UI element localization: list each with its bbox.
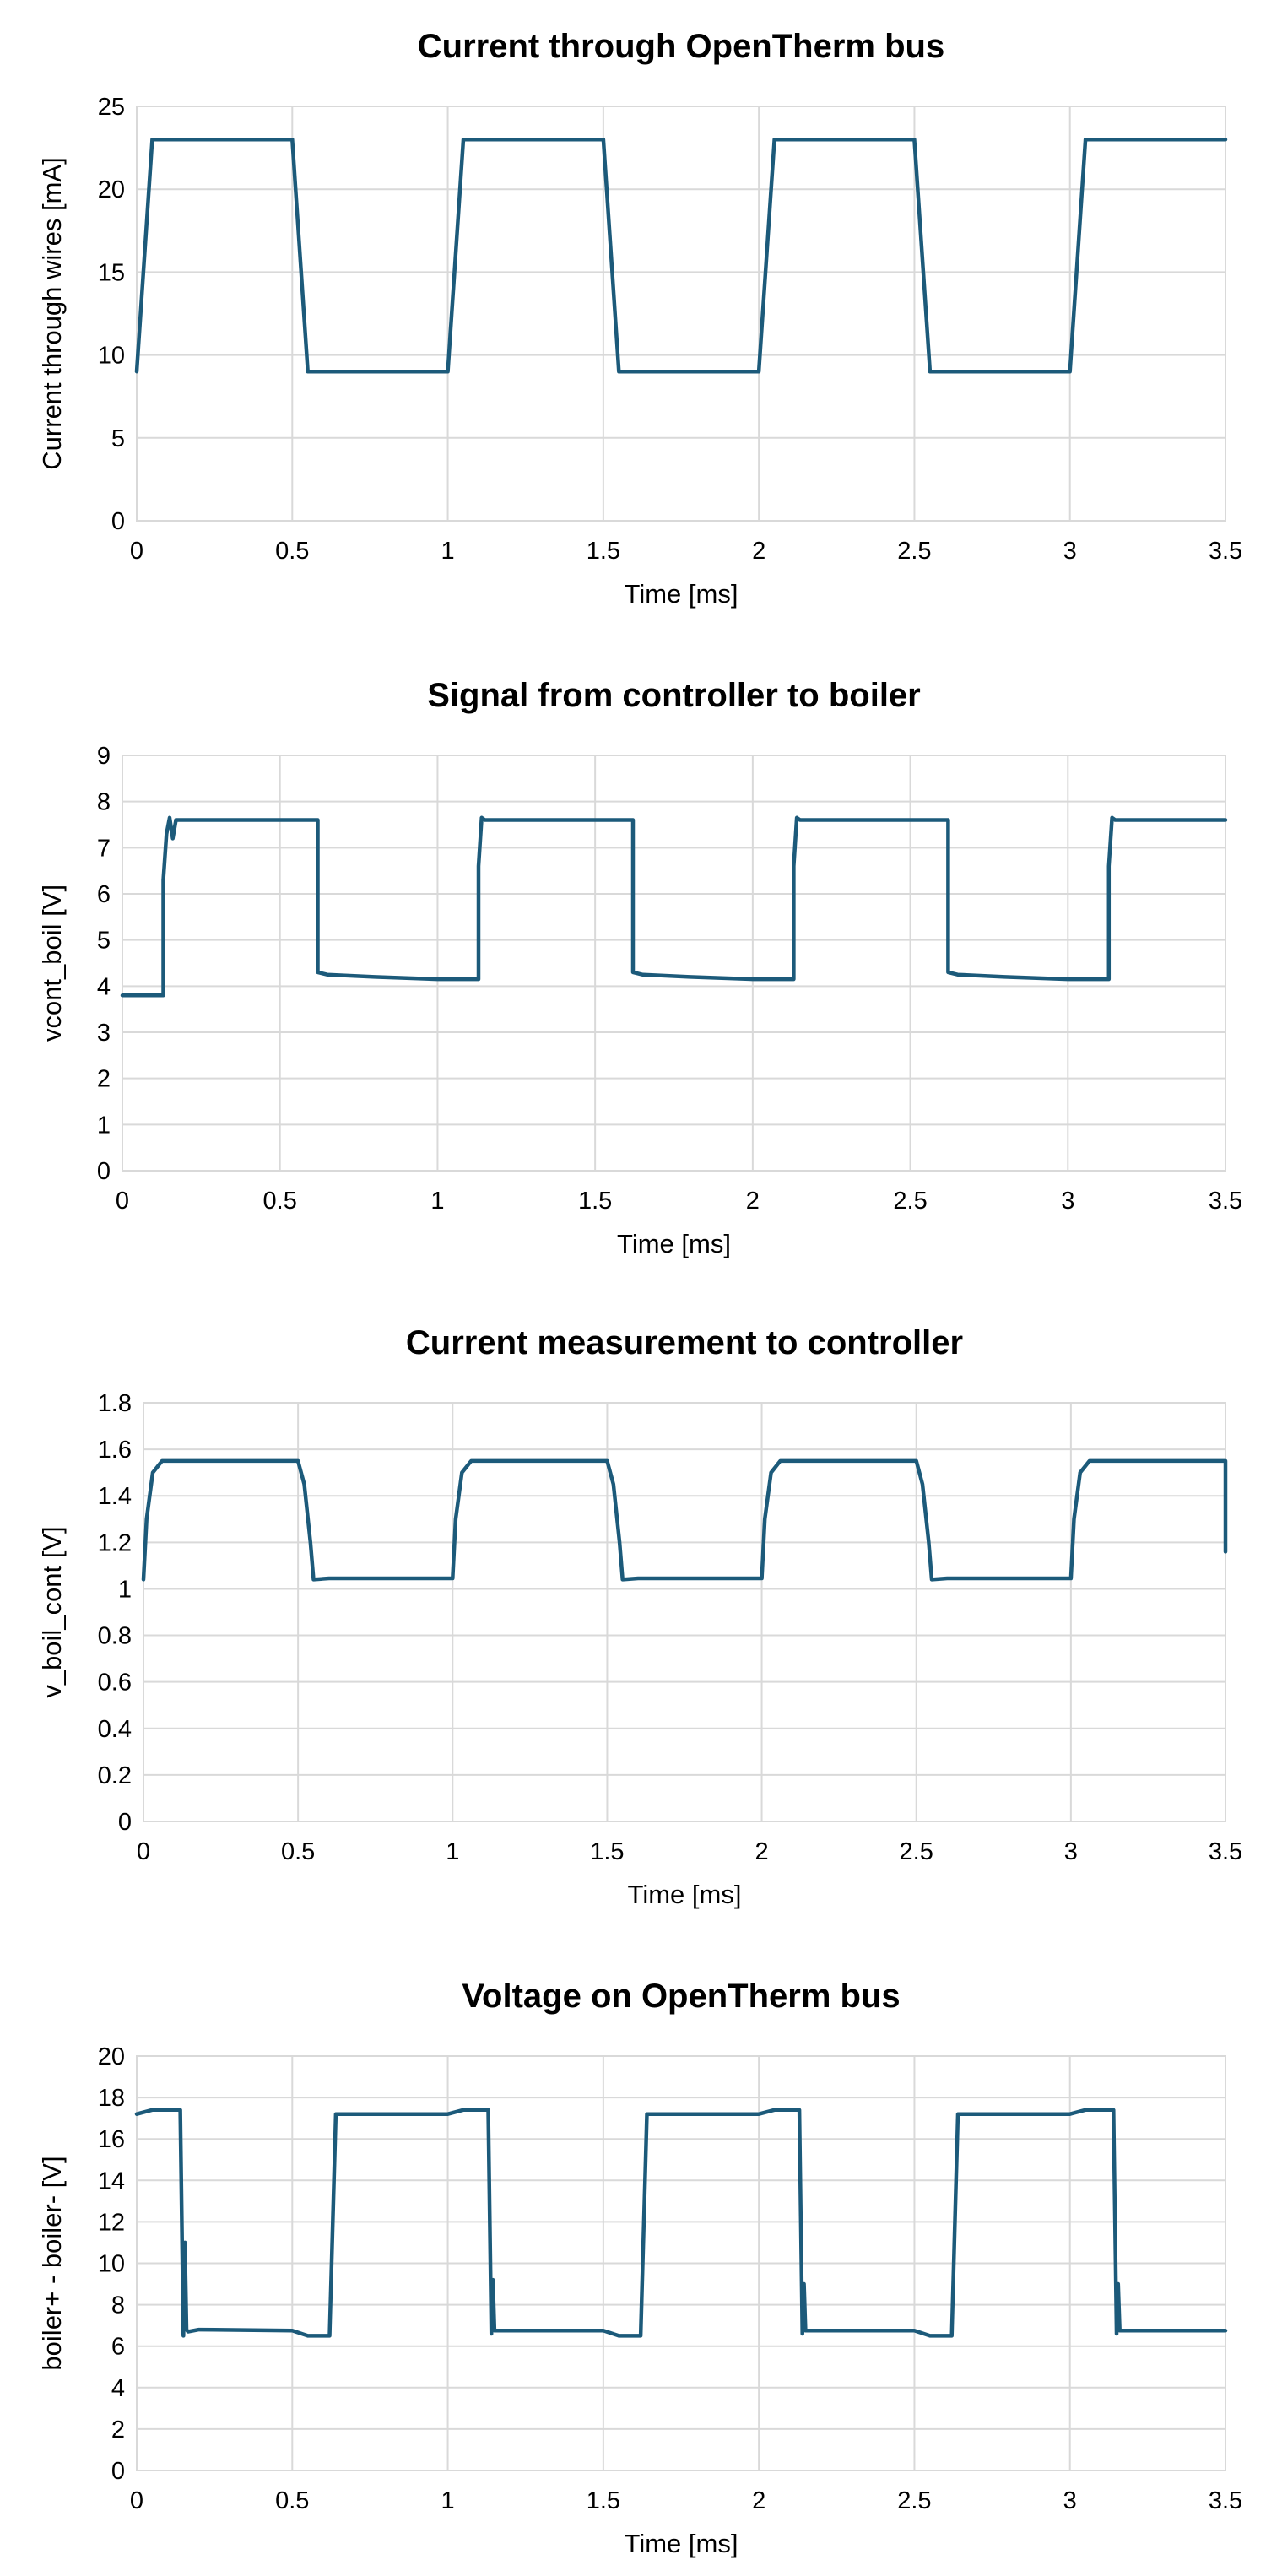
y-tick-label: 1.2 — [98, 1529, 132, 1556]
chart-panel-current-measurement: Current measurement to controller 0 0.2 0.4… — [0, 1288, 1282, 1932]
x-tick-label: 0.5 — [275, 538, 309, 565]
y-tick-label: 0.6 — [98, 1670, 132, 1697]
x-tick-label: 1.5 — [590, 1838, 624, 1865]
y-axis-label: Current through wires [mA] — [37, 157, 67, 469]
x-tick-label: 0.5 — [275, 2487, 309, 2514]
x-axis-label: Time [ms] — [625, 579, 738, 609]
y-tick-label: 6 — [111, 2334, 125, 2361]
x-tick-label: 1 — [441, 538, 455, 565]
series-line — [134, 138, 1228, 374]
x-tick-label: 3.5 — [1209, 1188, 1242, 1215]
y-tick-label: 1.4 — [98, 1483, 132, 1510]
y-tick-label: 1.8 — [98, 1390, 132, 1417]
y-axis-label: vcont_boil [V] — [37, 885, 67, 1042]
y-tick-label: 15 — [98, 259, 125, 286]
chart-panel-controller-signal: Signal from controller to boiler 0 1 2 3 4 5 6 7… — [0, 644, 1282, 1288]
y-tick-label: 20 — [98, 2043, 125, 2070]
y-tick-label: 14 — [98, 2167, 125, 2194]
y-tick-label: 0 — [118, 1809, 132, 1836]
y-tick-label: 2 — [97, 1066, 111, 1093]
y-tick-label: 0.2 — [98, 1762, 132, 1789]
plot-area — [136, 2055, 1226, 2471]
y-tick-label: 5 — [97, 928, 111, 955]
y-tick-label: 0.4 — [98, 1716, 132, 1743]
y-tick-label: 18 — [98, 2085, 125, 2112]
y-tick-label: 3 — [97, 1020, 111, 1047]
x-tick-label: 0 — [137, 1838, 150, 1865]
x-tick-label: 3 — [1064, 1838, 1078, 1865]
x-tick-label: 0 — [116, 1188, 129, 1215]
x-tick-label: 0 — [130, 538, 143, 565]
chart-svg-bus-current: Current through OpenTherm bus05101520250… — [37, 28, 1242, 609]
x-axis-label: Time [ms] — [625, 2529, 738, 2558]
y-axis-label: boiler+ - boiler- [V] — [37, 2156, 67, 2370]
y-tick-label: 2 — [111, 2416, 125, 2443]
y-tick-label: 12 — [98, 2209, 125, 2236]
y-tick-label: 10 — [98, 2251, 125, 2278]
y-tick-label: 5 — [111, 425, 125, 452]
series-line — [134, 2108, 1228, 2338]
x-tick-label: 2.5 — [893, 1188, 927, 1215]
series-line — [120, 815, 1228, 998]
x-axis-label: Time [ms] — [628, 1880, 742, 1909]
chart-title: Signal from controller to boiler — [427, 677, 921, 714]
x-tick-label: 3 — [1061, 1188, 1074, 1215]
x-tick-label: 1.5 — [587, 538, 620, 565]
chart-svg-current-measurement: Current measurement to controller 0 0.2 0.4… — [37, 1324, 1242, 1909]
x-tick-label: 0.5 — [263, 1188, 297, 1215]
x-tick-label: 2.5 — [900, 1838, 933, 1865]
y-tick-label: 0 — [111, 508, 125, 535]
y-tick-label: 4 — [111, 2375, 125, 2402]
x-axis-label: Time [ms] — [617, 1229, 731, 1258]
y-tick-label: 4 — [97, 973, 111, 1000]
y-tick-label: 8 — [111, 2292, 125, 2319]
x-tick-label: 2 — [746, 1188, 760, 1215]
plot-area — [136, 106, 1226, 522]
x-tick-label: 0 — [130, 2487, 143, 2514]
chart-svg-bus-voltage: Voltage on OpenTherm bus0246810121416182… — [37, 1978, 1242, 2558]
chart-panel-bus-voltage: Voltage on OpenTherm bus 0 2 4 6 8 10 12 14 16 18 2… — [0, 1932, 1282, 2576]
y-tick-label: 6 — [97, 881, 111, 908]
x-tick-label: 3 — [1063, 538, 1077, 565]
x-tick-label: 2 — [752, 2487, 765, 2514]
x-tick-label: 2 — [755, 1838, 769, 1865]
y-axis-label: v_boil_cont [V] — [37, 1526, 67, 1697]
x-tick-label: 1.5 — [578, 1188, 612, 1215]
x-tick-label: 3.5 — [1209, 1838, 1242, 1865]
y-tick-label: 0 — [111, 2458, 125, 2485]
x-tick-label: 2 — [752, 538, 765, 565]
y-tick-label: 16 — [98, 2126, 125, 2153]
x-tick-label: 1.5 — [587, 2487, 620, 2514]
series-line — [141, 1458, 1228, 1582]
y-tick-label: 1.6 — [98, 1437, 132, 1464]
y-tick-label: 0 — [97, 1158, 111, 1185]
plot-area — [122, 755, 1226, 1172]
y-tick-label: 7 — [97, 835, 111, 862]
y-tick-label: 1 — [97, 1112, 111, 1139]
chart-title: Current measurement to controller — [406, 1324, 963, 1361]
x-tick-label: 3 — [1063, 2487, 1077, 2514]
y-tick-label: 0.8 — [98, 1623, 132, 1650]
y-tick-label: 20 — [98, 176, 125, 203]
x-tick-label: 3.5 — [1209, 2487, 1242, 2514]
x-tick-label: 2.5 — [897, 538, 931, 565]
x-tick-label: 2.5 — [897, 2487, 931, 2514]
x-tick-label: 0.5 — [281, 1838, 315, 1865]
chart-title: Voltage on OpenTherm bus — [462, 1978, 900, 2015]
x-tick-label: 1 — [446, 1838, 459, 1865]
x-tick-label: 3.5 — [1209, 538, 1242, 565]
y-tick-label: 10 — [98, 343, 125, 370]
x-tick-label: 1 — [441, 2487, 455, 2514]
y-tick-label: 9 — [97, 743, 111, 770]
y-tick-label: 25 — [98, 94, 125, 121]
plot-area — [143, 1402, 1226, 1822]
chart-svg-controller-signal: Signal from controller to boiler 0 1 2 3 4 5 6 7… — [37, 677, 1242, 1258]
y-tick-label: 1 — [118, 1576, 132, 1603]
chart-title: Current through OpenTherm bus — [418, 28, 944, 65]
chart-panel-bus-current: Current through OpenTherm bus 0 5 10 15 20 25 0… — [0, 0, 1282, 644]
y-tick-label: 8 — [97, 789, 111, 816]
x-tick-label: 1 — [430, 1188, 444, 1215]
